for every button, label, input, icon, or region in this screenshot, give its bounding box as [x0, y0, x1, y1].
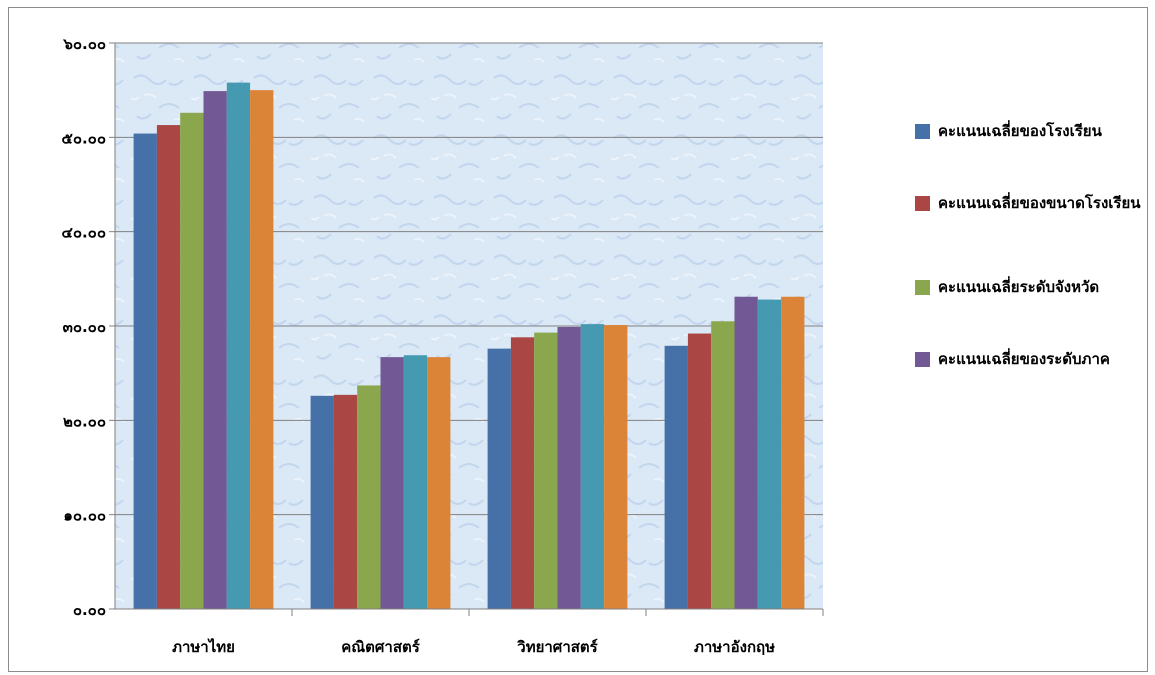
- bar: [427, 357, 451, 609]
- bar-chart: ๐.๐๐ ๑๐.๐๐ ๒๐.๐๐ ๓๐.๐๐ ๔๐.๐๐ ๕๐.๐๐ ๖๐.๐๐ ภาษาไ…: [61, 35, 824, 656]
- legend-item: คะแนนเฉลี่ยของระดับภาค: [915, 346, 1148, 376]
- bar: [203, 91, 227, 610]
- bar: [133, 133, 157, 609]
- y-tick-label: ๓๐.๐๐: [63, 318, 106, 336]
- bar: [310, 395, 334, 609]
- bar: [664, 345, 688, 609]
- bar: [357, 385, 381, 609]
- y-axis-ticks: ๐.๐๐ ๑๐.๐๐ ๒๐.๐๐ ๓๐.๐๐ ๔๐.๐๐ ๕๐.๐๐ ๖๐.๐๐: [61, 35, 115, 619]
- x-tick-label: วิทยาศาสตร์: [517, 638, 599, 656]
- bar: [403, 355, 428, 609]
- y-tick-label: ๐.๐๐: [73, 601, 106, 619]
- legend-swatch: [915, 280, 930, 295]
- bar: [156, 125, 181, 609]
- bar: [580, 324, 605, 609]
- bar: [250, 90, 274, 609]
- bar: [781, 296, 805, 609]
- bar: [604, 325, 628, 609]
- y-tick-label: ๔๐.๐๐: [61, 224, 106, 242]
- legend-item: คะแนนเฉลี่ยของขนาดโรงเรียน: [915, 190, 1148, 220]
- bar: [180, 112, 204, 609]
- bar: [487, 348, 511, 609]
- x-tick-label: คณิตศาสตร์: [341, 638, 421, 656]
- bar: [333, 394, 358, 609]
- legend-label: คะแนนเฉลี่ยระดับจังหวัด: [938, 278, 1100, 296]
- legend-label: คะแนนเฉลี่ยของโรงเรียน: [938, 122, 1102, 140]
- legend-item: คะแนนเฉลี่ยของโรงเรียน: [915, 118, 1148, 148]
- legend-swatch: [915, 196, 930, 211]
- x-tick-label: ภาษาอังกฤษ: [694, 638, 775, 656]
- x-tick-label: ภาษาไทย: [172, 637, 235, 656]
- legend-swatch: [915, 124, 930, 139]
- y-tick-label: ๒๐.๐๐: [63, 412, 106, 430]
- y-tick-label: ๑๐.๐๐: [63, 507, 106, 525]
- bars: [133, 82, 805, 610]
- y-tick-label: ๕๐.๐๐: [61, 129, 106, 147]
- bar: [687, 333, 712, 609]
- bar: [380, 357, 404, 609]
- legend-swatch: [915, 352, 930, 367]
- bar: [734, 296, 758, 609]
- bar: [510, 337, 535, 609]
- y-tick-label: ๖๐.๐๐: [62, 35, 106, 53]
- bar: [226, 82, 251, 610]
- bar: [757, 299, 782, 609]
- bar: [711, 321, 735, 609]
- legend-label: คะแนนเฉลี่ยของขนาดโรงเรียน: [938, 194, 1141, 212]
- legend-item: คะแนนเฉลี่ยระดับจังหวัด: [915, 274, 1148, 304]
- chart-frame: ๐.๐๐ ๑๐.๐๐ ๒๐.๐๐ ๓๐.๐๐ ๔๐.๐๐ ๕๐.๐๐ ๖๐.๐๐ ภาษาไ…: [8, 7, 1148, 672]
- legend-label: คะแนนเฉลี่ยของระดับภาค: [938, 350, 1110, 368]
- x-axis-ticks: ภาษาไทย คณิตศาสตร์ วิทยาศาสตร์ ภาษาอังกฤษ: [172, 609, 824, 656]
- bar: [534, 332, 558, 609]
- bar: [557, 326, 581, 609]
